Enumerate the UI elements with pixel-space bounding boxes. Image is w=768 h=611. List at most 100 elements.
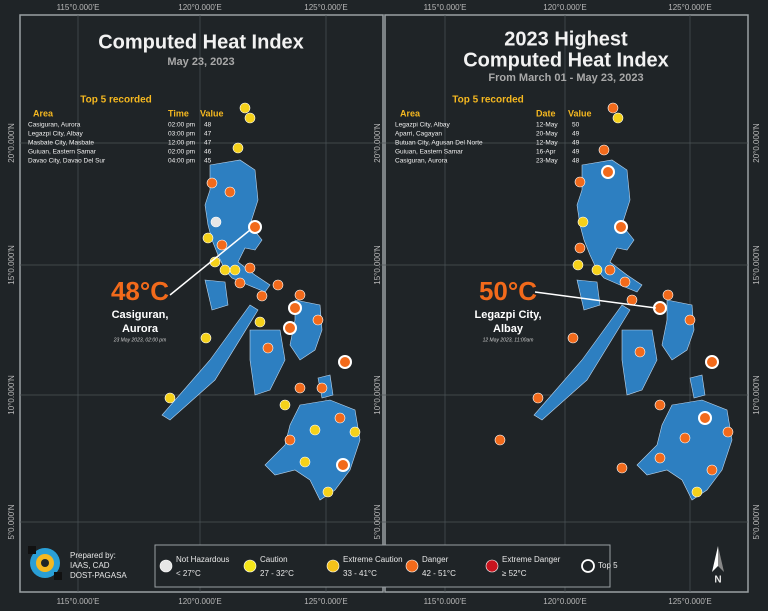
lat-label: 15°0.000'N [373, 245, 382, 285]
lat-label: 15°0.000'N [7, 245, 16, 285]
graticule [20, 15, 748, 592]
right-frame [384, 14, 749, 593]
table-cell: Aparri, Cagayan [395, 131, 442, 138]
table-header: Value [568, 108, 592, 118]
lat-label: 20°0.000'N [752, 123, 761, 163]
right-top5-heading: Top 5 recorded [452, 95, 524, 106]
table-cell: 50 [572, 122, 580, 129]
legend-swatch [243, 559, 257, 573]
table-cell: Guiuan, Eastern Samar [395, 149, 464, 156]
lat-label: 10°0.000'N [373, 375, 382, 415]
table-cell: Davao City, Davao Del Sur [28, 158, 106, 165]
legend-label: Top 5 [598, 561, 618, 570]
table-cell: Legazpi City, Albay [28, 131, 84, 138]
left-frame [19, 14, 384, 593]
lon-label: 115°0.000'E [424, 3, 467, 12]
table-header: Area [33, 108, 54, 118]
legend-swatch [581, 559, 595, 573]
legend-range: 42 - 51°C [422, 569, 456, 578]
right-callout-line [534, 291, 657, 309]
right-callout-value: 50°C [479, 276, 537, 306]
legend-swatch [485, 559, 499, 573]
north-label: N [714, 575, 721, 586]
table-header: Value [200, 108, 224, 118]
table-cell: 02:00 pm [168, 149, 195, 156]
legend-label: Extreme Danger [502, 555, 561, 564]
table-cell: 46 [204, 149, 212, 156]
lon-label: 120°0.000'E [543, 597, 586, 606]
table-cell: 12-May [536, 140, 558, 147]
left-callout-line [169, 229, 251, 296]
left-callout-place: Aurora [122, 323, 159, 335]
left-callout-place: Casiguran, [112, 309, 169, 321]
lon-label: 120°0.000'E [178, 3, 221, 12]
table-cell: 45 [204, 158, 212, 165]
credit-line: DOST-PAGASA [70, 571, 127, 580]
table-cell: 02:00 pm [168, 122, 195, 129]
table-cell: Casiguran, Aurora [395, 158, 448, 165]
right-subtitle: From March 01 - May 23, 2023 [488, 72, 643, 84]
legend-box [154, 544, 611, 588]
legend-swatch [159, 559, 173, 573]
table-cell: 48 [572, 158, 580, 165]
table-cell: 03:00 pm [168, 131, 195, 138]
logo [28, 546, 62, 580]
table-cell: 49 [572, 140, 580, 147]
lon-label: 125°0.000'E [304, 597, 347, 606]
table-cell: Guiuan, Eastern Samar [28, 149, 97, 156]
legend-label: Danger [422, 555, 449, 564]
lon-label: 125°0.000'E [668, 3, 711, 12]
legend-label: Extreme Caution [343, 555, 403, 564]
stations-left [164, 102, 361, 498]
legend-label: Not Hazardous [176, 555, 229, 564]
legend-label: Caution [260, 555, 288, 564]
lon-label: 125°0.000'E [304, 3, 347, 12]
table-cell: 04:00 pm [168, 158, 195, 165]
left-callout-value: 48°C [111, 276, 169, 306]
table-cell: 12:00 pm [168, 140, 195, 147]
table-cell: Legazpi City, Albay [395, 122, 451, 129]
legend-range: 33 - 41°C [343, 569, 377, 578]
legend-swatch [326, 559, 340, 573]
table-cell: 48 [204, 122, 212, 129]
lat-label: 5°0.000'N [752, 504, 761, 539]
north-arrow [712, 546, 724, 572]
lon-label: 115°0.000'E [57, 597, 100, 606]
lon-label: 120°0.000'E [178, 597, 221, 606]
table-cell: Casiguran, Aurora [28, 122, 81, 129]
left-top5-heading: Top 5 recorded [80, 95, 152, 106]
right-callout-place: Albay [493, 323, 524, 335]
stations-right [494, 102, 734, 498]
table-header: Date [536, 108, 556, 118]
legend-range: 27 - 32°C [260, 569, 294, 578]
table-cell: 47 [204, 131, 212, 138]
legend: Not Hazardous < 27°C Caution 27 - 32°C Extre… [159, 555, 618, 578]
table-cell: 23-May [536, 158, 558, 165]
legend-range: ≥ 52°C [502, 569, 527, 578]
legend-range: < 27°C [176, 569, 201, 578]
table-cell: 12-May [536, 122, 558, 129]
table-cell: 20-May [536, 131, 558, 138]
right-title-line1: 2023 Highest [504, 28, 628, 50]
right-title-line2: Computed Heat Index [463, 49, 669, 71]
lat-label: 5°0.000'N [373, 504, 382, 539]
lat-label: 15°0.000'N [752, 245, 761, 285]
lon-label: 115°0.000'E [57, 3, 100, 12]
lon-label: 125°0.000'E [668, 597, 711, 606]
table-cell: 49 [572, 149, 580, 156]
left-subtitle: May 23, 2023 [167, 56, 234, 68]
legend-swatch [405, 559, 419, 573]
table-header: Area [400, 108, 421, 118]
table-cell: 49 [572, 131, 580, 138]
credit-line: IAAS, CAD [70, 561, 110, 570]
lon-label: 120°0.000'E [543, 3, 586, 12]
right-callout-note: 12 May 2023, 11:00am [483, 337, 534, 343]
table-cell: 16-Apr [536, 149, 556, 156]
table-cell: 47 [204, 140, 212, 147]
lat-label: 20°0.000'N [7, 123, 16, 163]
lat-label: 10°0.000'N [752, 375, 761, 415]
lat-label: 5°0.000'N [7, 504, 16, 539]
right-callout-place: Legazpi City, [474, 309, 541, 321]
left-callout-note: 23 May 2023, 02:00 pm [113, 337, 167, 343]
